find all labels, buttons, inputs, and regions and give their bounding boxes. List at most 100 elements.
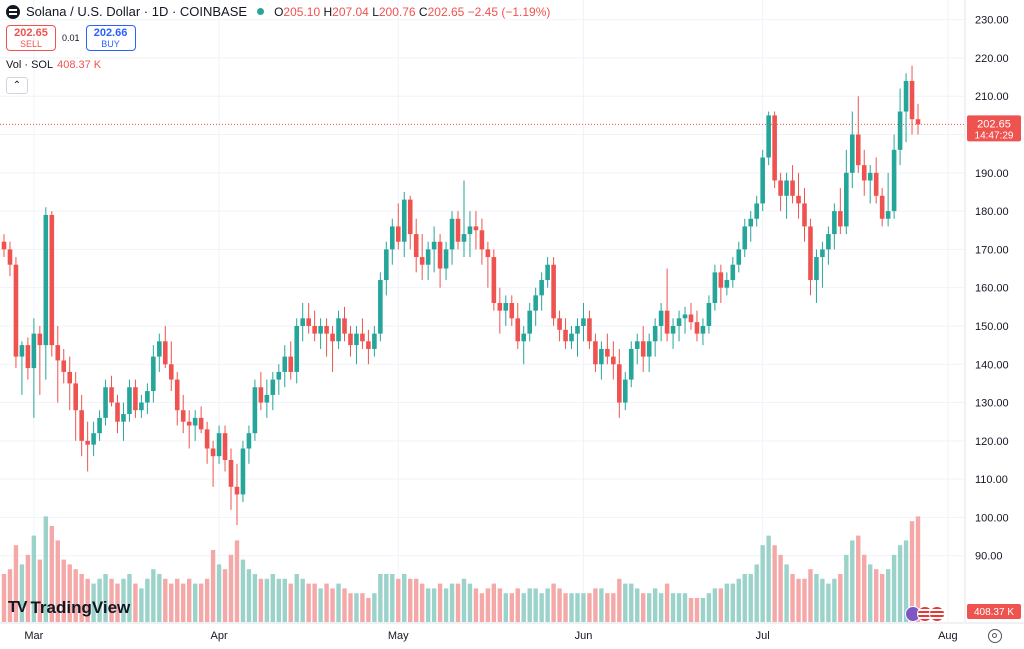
volume-bar: [97, 578, 102, 622]
candle-body: [718, 272, 724, 288]
volume-bar: [431, 588, 437, 622]
candle-body: [109, 387, 114, 403]
candle-body: [694, 322, 700, 334]
candle-body: [91, 433, 96, 445]
candle-body: [760, 157, 765, 204]
volume-bar: [115, 583, 120, 622]
candle-body: [79, 410, 84, 441]
candle-body: [103, 387, 108, 418]
volume-bar: [790, 574, 795, 622]
candle-body: [437, 241, 443, 269]
volume-bar: [109, 578, 114, 622]
volume-bar: [228, 554, 234, 622]
candle-body: [186, 421, 192, 426]
volume-bar: [234, 540, 240, 622]
buy-button[interactable]: 202.66 BUY: [85, 25, 136, 51]
candle-body: [826, 234, 831, 250]
candle-body: [455, 218, 461, 242]
candle-body: [252, 387, 258, 434]
volume-bar: [856, 535, 861, 622]
sell-button[interactable]: 202.65 SELL: [6, 25, 56, 51]
volume-bar: [885, 569, 891, 622]
volume-bar: [658, 593, 664, 622]
volume-bar: [676, 593, 682, 622]
candle-body: [855, 134, 861, 166]
candle-body: [485, 249, 491, 258]
price-tick-label: 130.00: [975, 398, 1009, 410]
volume-bar: [342, 588, 347, 622]
tradingview-logo[interactable]: TV TradingView: [8, 598, 131, 617]
volume-bar: [712, 588, 718, 622]
volume-bar: [575, 593, 580, 622]
candle-body: [599, 348, 604, 365]
candle-body: [915, 119, 921, 125]
volume-bar: [133, 583, 138, 622]
candle-body: [736, 249, 742, 265]
candle-body: [885, 211, 891, 219]
us-flag-icon[interactable]: [929, 606, 945, 622]
candle-body: [640, 341, 646, 357]
candle-body: [55, 345, 61, 361]
volume-bar: [539, 593, 544, 622]
candle-body: [318, 325, 323, 334]
price-badge-value: 202.65: [977, 118, 1011, 130]
volume-bar: [372, 593, 377, 622]
volume-bar: [145, 578, 150, 622]
volume-bar: [479, 593, 485, 622]
volume-bar: [437, 583, 443, 622]
candle-body: [31, 333, 37, 369]
candle-body: [497, 303, 503, 311]
candle-body: [354, 333, 359, 346]
month-label: Aug: [938, 630, 958, 642]
candle-body: [581, 318, 586, 326]
candle-body: [127, 387, 132, 415]
volume-bar: [192, 583, 198, 622]
collapse-legend-button[interactable]: ⌃: [6, 77, 28, 94]
volume-bar: [832, 578, 837, 622]
candle-body: [222, 433, 228, 460]
volume-bar: [270, 574, 276, 622]
symbol-title[interactable]: Solana / U.S. Dollar · 1D · COINBASE: [26, 4, 248, 19]
candle-body: [838, 211, 843, 227]
price-tick-label: 170.00: [975, 244, 1009, 256]
volume-bar: [724, 583, 730, 622]
candle-body: [151, 356, 156, 392]
candle-body: [664, 310, 670, 334]
volume-bar: [838, 574, 843, 622]
volume-bar: [67, 564, 72, 622]
volume-bar: [706, 593, 712, 622]
candle-body: [348, 333, 353, 346]
volume-bar: [587, 593, 592, 622]
candle-body: [467, 226, 473, 235]
events-flags[interactable]: [905, 606, 945, 622]
solana-logo-icon: [6, 4, 20, 19]
volume-bar: [652, 588, 658, 622]
volume-bar: [820, 578, 825, 622]
volume-bar: [635, 588, 640, 622]
volume-bar: [688, 598, 694, 622]
gear-icon[interactable]: [988, 629, 1002, 643]
candle-body: [25, 345, 31, 369]
chart-legend: Solana / U.S. Dollar · 1D · COINBASE O20…: [6, 4, 550, 19]
candle-body: [593, 341, 598, 365]
volume-bar: [306, 583, 311, 622]
volume-bar: [646, 593, 652, 622]
candle-body: [563, 329, 568, 342]
candle-body: [246, 433, 252, 449]
volume-bar: [778, 554, 783, 622]
volume-bar: [378, 574, 383, 622]
volume-bar: [294, 574, 299, 622]
volume-bar: [527, 588, 532, 622]
candle-body: [276, 371, 282, 380]
candle-body: [419, 257, 425, 265]
volume-bar: [551, 583, 556, 622]
volume-bar: [891, 554, 897, 622]
volume-bar: [557, 588, 562, 622]
volume-bar: [736, 578, 741, 622]
candle-body: [210, 448, 216, 457]
volume-bar: [509, 593, 514, 622]
price-tick-label: 210.00: [975, 91, 1009, 103]
candle-body: [897, 111, 903, 150]
candle-body: [19, 345, 25, 357]
